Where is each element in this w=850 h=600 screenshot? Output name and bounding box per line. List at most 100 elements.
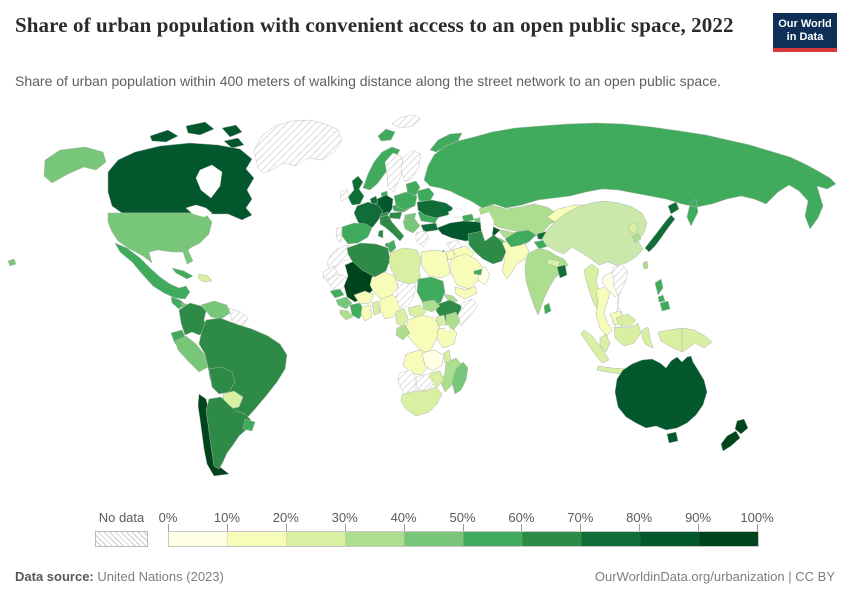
country-zambia[interactable]: Zambia — 0-10% — [421, 349, 445, 372]
country-somalia[interactable]: Somalia — No data — [456, 298, 479, 327]
legend-bin-40%-50%[interactable] — [405, 532, 464, 546]
country-uae[interactable]: United Arab Emirates — 50-60% — [473, 268, 483, 276]
water-overlay — [447, 207, 467, 218]
country-madagascar[interactable]: Madagascar — 40-50% — [451, 361, 469, 395]
legend-tick-label: 40% — [390, 510, 417, 525]
country-gabon-congo[interactable]: Gabon / Congo — 30-40% — [395, 324, 411, 341]
country-finland[interactable]: Finland — No data — [400, 149, 422, 183]
country-bangladesh[interactable]: Bangladesh — 70-80% — [556, 264, 568, 279]
country-bulgaria[interactable]: Bulgaria — 70-80% — [420, 222, 439, 233]
water-overlay — [195, 164, 223, 199]
legend-tick-label: 100% — [740, 510, 774, 525]
country-sudan[interactable]: Sudan — 50-60% — [416, 276, 446, 308]
country-austria[interactable]: Austria — 60-70% — [388, 211, 403, 220]
country-kenya[interactable]: Kenya — 30-40% — [445, 311, 461, 332]
country-burkina-faso[interactable]: Burkina Faso — 10-20% — [353, 290, 375, 305]
country-portugal[interactable]: Portugal — No data — [335, 226, 343, 244]
legend-tick-label: 80% — [626, 510, 653, 525]
country-drc[interactable]: Democratic Republic of Congo — 10-20% — [404, 314, 441, 355]
country-egypt[interactable]: Egypt — 10-20% — [420, 249, 451, 279]
country-greenland[interactable]: Greenland — No data — [253, 119, 343, 174]
country-china[interactable]: China — 30-40% — [541, 200, 648, 267]
legend-tick-mark — [580, 524, 582, 531]
country-yemen[interactable]: Yemen — 10-20% — [454, 285, 478, 300]
legend-bin-20%-30%[interactable] — [287, 532, 346, 546]
country-malaysia[interactable]: Malaysia — 20-30% — [599, 313, 637, 353]
country-belarus[interactable]: Belarus — 50-60% — [416, 187, 435, 202]
legend-bin-0%-10%[interactable] — [169, 532, 228, 546]
country-niger[interactable]: Niger — 10-20% — [369, 271, 399, 300]
legend-bin-10%-20%[interactable] — [228, 532, 287, 546]
country-sweden[interactable]: Sweden — No data — [384, 152, 405, 193]
country-georgia[interactable]: Georgia — 50-60% — [461, 213, 475, 223]
country-eritrea[interactable]: Eritrea — 30-40% — [443, 293, 459, 304]
country-ireland[interactable]: Ireland — No data — [339, 188, 350, 202]
country-new-zealand[interactable]: New Zealand — 90-100% — [720, 418, 749, 452]
no-data-swatch[interactable] — [95, 531, 148, 547]
legend-bin-80%-90%[interactable] — [641, 532, 700, 546]
country-philippines[interactable]: Philippines — 50-60% — [654, 278, 671, 312]
country-togo-benin[interactable]: Togo / Benin — 20-30% — [371, 300, 381, 316]
country-north-korea[interactable]: North Korea — 20-30% — [627, 221, 639, 235]
country-balkans[interactable]: Western Balkans — 40-50% — [402, 218, 421, 234]
world-map: Canada — 80-90%United States — 40-50% Gre… — [7, 114, 837, 477]
country-bolivia[interactable]: Bolivia — 60-70% — [208, 366, 236, 395]
country-greece[interactable]: Greece — No data — [415, 230, 430, 248]
owid-logo[interactable]: Our World in Data — [773, 13, 837, 52]
country-algeria[interactable]: Algeria — 60-70% — [346, 242, 391, 278]
country-taiwan[interactable]: Taiwan — 30-40% — [642, 260, 649, 270]
legend-color-bar — [168, 531, 759, 547]
legend-bin-30%-40%[interactable] — [346, 532, 405, 546]
country-tunisia[interactable]: Tunisia — 50-60% — [386, 239, 397, 254]
country-south-africa[interactable]: South Africa — 20-30% — [400, 386, 443, 417]
country-tanzania[interactable]: Tanzania — 10-20% — [436, 326, 458, 349]
country-guyanas[interactable]: Guyana / Suriname — No data — [228, 307, 249, 329]
legend-bin-70%-80%[interactable] — [582, 532, 641, 546]
country-mexico[interactable]: Mexico — 50-60% — [114, 242, 191, 300]
country-sierra-leone-liberia[interactable]: Sierra Leone / Liberia — 30-40% — [339, 309, 354, 321]
country-south-korea[interactable]: South Korea — 30-40% — [631, 232, 642, 244]
country-uganda[interactable]: Uganda — 20-30% — [435, 314, 447, 327]
legend-bin-50%-60%[interactable] — [464, 532, 523, 546]
country-uruguay[interactable]: Uruguay — 50-60% — [242, 418, 256, 432]
country-ghana[interactable]: Ghana — 10-20% — [360, 304, 373, 322]
country-spain[interactable]: Spain — 50-60% — [341, 222, 373, 245]
country-cameroon[interactable]: Cameroon — 20-30% — [395, 308, 409, 328]
country-venezuela[interactable]: Venezuela — 40-50% — [200, 300, 231, 320]
country-saudi-arabia[interactable]: Saudi Arabia — 10-20% — [449, 253, 484, 290]
country-russia[interactable]: Russia — 50-60% — [423, 122, 837, 230]
country-mozambique[interactable]: Mozambique — 30-40% — [440, 357, 463, 393]
license-link[interactable]: OurWorldinData.org/urbanization | CC BY — [594, 569, 835, 584]
country-png[interactable]: Papua New Guinea — 20-30% — [681, 327, 713, 353]
country-ukraine[interactable]: Ukraine — 70-80% — [416, 199, 454, 219]
legend-bin-60%-70%[interactable] — [523, 532, 582, 546]
country-hispaniola[interactable]: Haiti / Dominican Republic — 20-30% — [197, 273, 213, 283]
legend-tick-label: 70% — [567, 510, 594, 525]
country-australia[interactable]: Australia — 80-90% — [614, 355, 708, 444]
country-france[interactable]: France — 70-80% — [353, 201, 384, 230]
country-kazakhstan[interactable]: Kazakhstan — 30-40% — [478, 203, 560, 238]
country-thailand[interactable]: Thailand — 10-20% — [595, 286, 613, 337]
legend-tick-mark — [698, 524, 700, 531]
country-sri-lanka[interactable]: Sri Lanka — 50-60% — [543, 302, 552, 315]
country-japan[interactable]: Japan — 70-80% — [644, 201, 680, 253]
country-iceland[interactable]: Iceland — 50-60% — [377, 128, 396, 142]
country-poland[interactable]: Poland — 50-60% — [393, 191, 418, 211]
owid-logo-line1: Our World — [778, 18, 832, 30]
legend-tick-mark — [226, 524, 228, 531]
country-jordan[interactable]: Jordan — 10-20% — [445, 249, 456, 261]
country-south-sudan[interactable]: South Sudan — 30-40% — [421, 299, 441, 313]
country-uk[interactable]: United Kingdom — 70-80% — [347, 175, 365, 206]
country-guinea[interactable]: Guinea — 40-50% — [335, 296, 353, 310]
legend-bar-area: 0% 10% 20% 30% 40% 50% 60% 70% 80% 90% 100% — [159, 506, 774, 556]
country-cuba[interactable]: Cuba — 50-60% — [171, 267, 194, 280]
country-canada[interactable]: Canada — 80-90% — [107, 121, 255, 221]
country-botswana[interactable]: Botswana — No data — [415, 373, 435, 392]
country-svalbard[interactable]: Svalbard — No data — [391, 114, 422, 129]
country-afghanistan[interactable]: Afghanistan — 50-60% — [504, 229, 537, 248]
country-argentina[interactable]: Argentina — 60-70% — [205, 396, 252, 470]
legend-bin-90%-100%[interactable] — [700, 532, 758, 546]
country-usa[interactable]: United States — 40-50% — [7, 146, 213, 267]
country-senegal[interactable]: Senegal — 50-60% — [329, 288, 345, 299]
